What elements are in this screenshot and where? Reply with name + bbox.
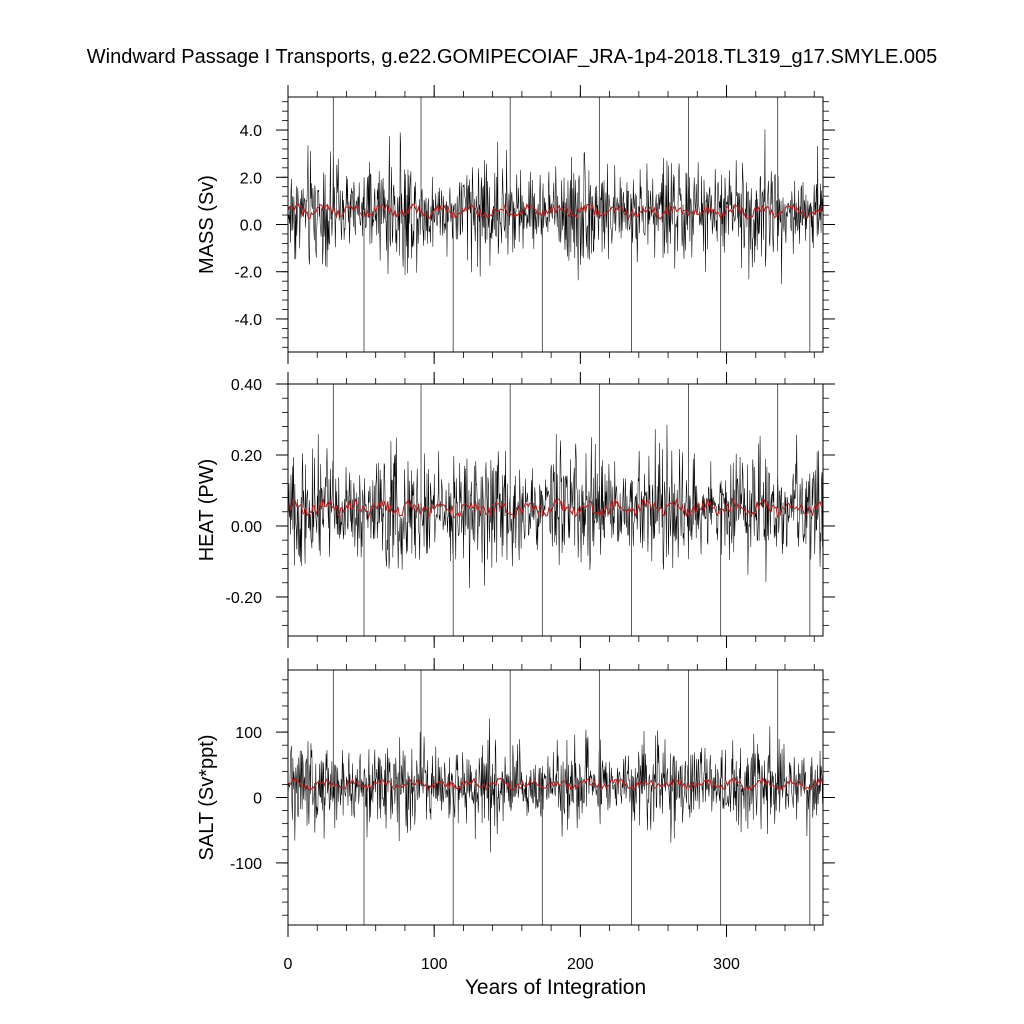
y-tick-label: 100 <box>235 725 262 742</box>
y-tick-label: -4.0 <box>234 312 262 329</box>
panel-3: -100 0 100 SALT (Sv*ppt) <box>196 658 835 937</box>
y-tick-label: -0.20 <box>226 590 263 607</box>
chart-title: Windward Passage I Transports, g.e22.GOM… <box>86 46 938 68</box>
series-smoothed <box>287 776 824 792</box>
panel-frame <box>287 383 824 637</box>
y-tick-label: 0.20 <box>231 448 262 465</box>
y-axis-label: HEAT (PW) <box>196 459 218 562</box>
y-tick-label: -100 <box>230 856 262 873</box>
series-raw <box>287 424 824 589</box>
x-tick-label: 100 <box>421 956 448 973</box>
panel-frame <box>287 96 824 353</box>
y-tick-label: 0 <box>253 791 262 808</box>
y-tick-label: -2.0 <box>234 265 262 282</box>
series-raw <box>287 129 824 284</box>
x-tick-label: 0 <box>284 956 293 973</box>
panel-frame <box>287 669 824 926</box>
y-axis-label: MASS (Sv) <box>196 175 218 274</box>
y-tick-label: 2.0 <box>240 170 262 187</box>
y-tick-label: 0.00 <box>231 519 262 536</box>
y-axis-label: SALT (Sv*ppt) <box>196 735 218 861</box>
panel-2: -0.20 0.00 0.20 0.40 HEAT (PW) <box>196 372 835 648</box>
x-axis-label: Years of Integration <box>464 976 647 999</box>
y-tick-label: 0.40 <box>231 377 262 394</box>
series-smoothed <box>287 202 824 221</box>
series-smoothed <box>287 497 824 520</box>
x-tick-label: 200 <box>567 956 594 973</box>
y-tick-label: 0.0 <box>240 218 262 235</box>
panel-1: -4.0 -2.0 0.0 2.0 4.0 MASS (Sv) <box>196 85 835 364</box>
x-tick-label: 300 <box>713 956 740 973</box>
series-raw <box>287 718 824 853</box>
y-tick-label: 4.0 <box>240 123 262 140</box>
